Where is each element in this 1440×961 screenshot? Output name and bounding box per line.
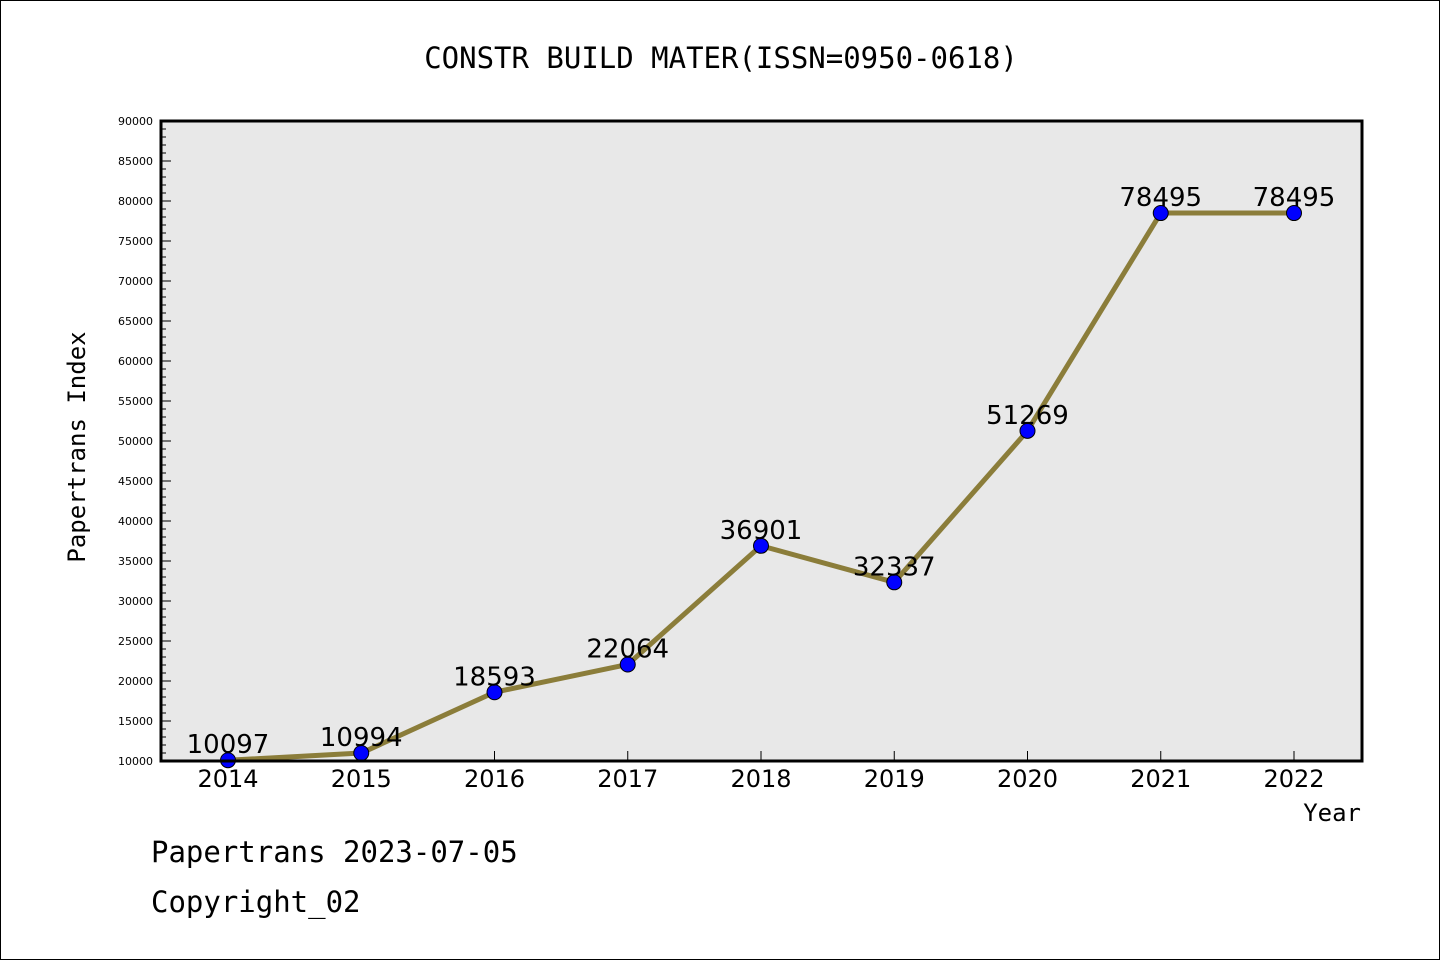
y-tick-label: 45000 bbox=[118, 475, 153, 488]
y-tick-label: 70000 bbox=[118, 275, 153, 288]
data-point-2017 bbox=[619, 656, 636, 673]
y-tick-label: 40000 bbox=[118, 515, 153, 528]
x-axis-tick-labels: 2014 2015 2016 2017 2018 2019 2020 2021 2022 bbox=[197, 765, 1324, 793]
footer-date: Papertrans 2023-07-05 bbox=[151, 835, 518, 869]
plot-area bbox=[161, 121, 1362, 761]
y-tick-label: 30000 bbox=[118, 595, 153, 608]
data-label-2017: 22064 bbox=[586, 634, 669, 664]
data-point-2016 bbox=[486, 684, 503, 701]
x-tick-label: 2016 bbox=[464, 765, 525, 793]
y-tick-label: 55000 bbox=[118, 395, 153, 408]
x-tick-label: 2018 bbox=[730, 765, 791, 793]
data-label-2020: 51269 bbox=[986, 401, 1069, 431]
y-tick-label: 15000 bbox=[118, 715, 153, 728]
data-point-2022 bbox=[1286, 205, 1302, 222]
data-label-2018: 36901 bbox=[720, 516, 803, 546]
data-point-2019 bbox=[886, 574, 903, 591]
y-axis-label: Papertrans Index bbox=[63, 331, 91, 562]
data-label-2015: 10994 bbox=[320, 723, 403, 753]
y-tick-label: 65000 bbox=[118, 315, 153, 328]
data-label-2021: 78495 bbox=[1119, 183, 1202, 213]
footer-copyright: Copyright_02 bbox=[151, 885, 361, 919]
chart-title: CONSTR BUILD MATER(ISSN=0950-0618) bbox=[424, 41, 1018, 75]
y-tick-label: 25000 bbox=[118, 635, 153, 648]
data-label-2022: 78495 bbox=[1253, 183, 1336, 213]
x-tick-label: 2020 bbox=[997, 765, 1058, 793]
data-point-2020 bbox=[1019, 422, 1036, 439]
x-tick-label: 2014 bbox=[197, 765, 258, 793]
x-tick-label: 2017 bbox=[597, 765, 658, 793]
x-tick-label: 2019 bbox=[864, 765, 925, 793]
y-tick-label: 20000 bbox=[118, 675, 153, 688]
y-tick-label: 10000 bbox=[118, 755, 153, 768]
data-label-2016: 18593 bbox=[453, 662, 536, 692]
data-label-2014: 10097 bbox=[187, 730, 270, 760]
y-tick-label: 80000 bbox=[118, 195, 153, 208]
y-tick-label: 50000 bbox=[118, 435, 153, 448]
data-point-2021 bbox=[1152, 205, 1169, 222]
y-tick-label: 60000 bbox=[118, 355, 153, 368]
x-tick-label: 2022 bbox=[1263, 765, 1324, 793]
data-point-2018 bbox=[753, 537, 769, 554]
plot-frame bbox=[159, 119, 1364, 763]
y-tick-label: 35000 bbox=[118, 555, 153, 568]
y-tick-label: 75000 bbox=[118, 235, 153, 248]
x-axis-label: Year bbox=[1303, 799, 1361, 827]
y-tick-label: 85000 bbox=[118, 155, 153, 168]
x-tick-label: 2015 bbox=[331, 765, 392, 793]
data-labels: 10097 10994 18593 22064 36901 32337 51269 78495… bbox=[187, 183, 1336, 760]
data-label-2019: 32337 bbox=[853, 552, 936, 582]
x-tick-label: 2021 bbox=[1130, 765, 1191, 793]
data-points bbox=[220, 205, 1302, 769]
y-axis-tick-labels: 10000 15000 20000 25000 30000 35000 40000 45000… bbox=[118, 115, 153, 768]
y-tick-label: 90000 bbox=[118, 115, 153, 128]
